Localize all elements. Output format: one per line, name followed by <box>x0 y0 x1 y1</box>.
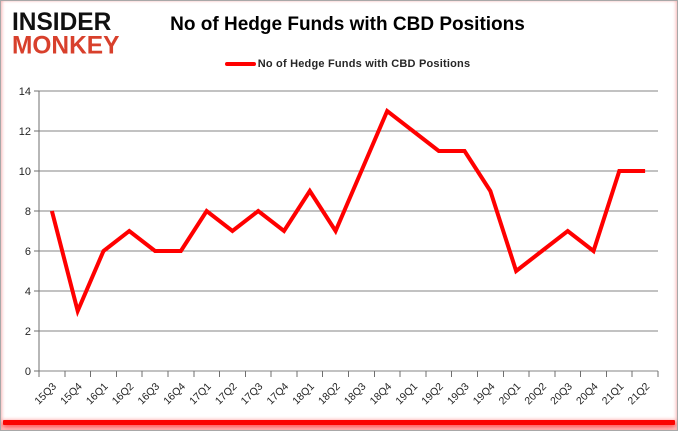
svg-text:15Q4: 15Q4 <box>58 381 85 408</box>
svg-text:20Q1: 20Q1 <box>497 381 524 408</box>
svg-text:14: 14 <box>19 86 31 98</box>
svg-text:16Q3: 16Q3 <box>136 381 163 408</box>
chart-title: No of Hedge Funds with CBD Positions <box>170 14 525 35</box>
svg-text:21Q1: 21Q1 <box>600 381 627 408</box>
svg-text:17Q2: 17Q2 <box>213 381 240 408</box>
logo-line-insider: INSIDER <box>12 7 112 36</box>
insider-monkey-logo: INSIDER MONKEY <box>12 7 120 60</box>
svg-text:4: 4 <box>25 286 31 298</box>
logo-line-monkey: MONKEY <box>12 31 120 60</box>
svg-text:6: 6 <box>25 246 31 258</box>
svg-text:19Q2: 19Q2 <box>419 381 446 408</box>
svg-text:16Q1: 16Q1 <box>84 381 111 408</box>
legend: No of Hedge Funds with CBD Positions <box>39 58 656 70</box>
legend-line-icon <box>224 62 256 66</box>
svg-text:2: 2 <box>25 326 31 338</box>
svg-text:17Q4: 17Q4 <box>264 381 291 408</box>
svg-text:18Q2: 18Q2 <box>316 381 343 408</box>
svg-text:19Q3: 19Q3 <box>445 381 472 408</box>
svg-text:20Q3: 20Q3 <box>548 381 575 408</box>
svg-text:20Q4: 20Q4 <box>574 381 601 408</box>
svg-text:0: 0 <box>25 366 31 378</box>
svg-text:15Q3: 15Q3 <box>32 381 59 408</box>
svg-text:16Q2: 16Q2 <box>110 381 137 408</box>
svg-text:12: 12 <box>19 126 31 138</box>
svg-text:20Q2: 20Q2 <box>522 381 549 408</box>
svg-text:10: 10 <box>19 166 31 178</box>
svg-text:18Q3: 18Q3 <box>342 381 369 408</box>
svg-text:19Q4: 19Q4 <box>471 381 498 408</box>
svg-text:16Q4: 16Q4 <box>161 381 188 408</box>
svg-text:17Q3: 17Q3 <box>239 381 266 408</box>
svg-text:21Q2: 21Q2 <box>626 381 653 408</box>
svg-text:8: 8 <box>25 206 31 218</box>
legend-label: No of Hedge Funds with CBD Positions <box>257 58 471 70</box>
svg-text:18Q4: 18Q4 <box>368 381 395 408</box>
bottom-accent-bar <box>3 420 675 425</box>
svg-text:19Q1: 19Q1 <box>393 381 420 408</box>
svg-text:18Q1: 18Q1 <box>290 381 317 408</box>
svg-text:17Q1: 17Q1 <box>187 381 214 408</box>
